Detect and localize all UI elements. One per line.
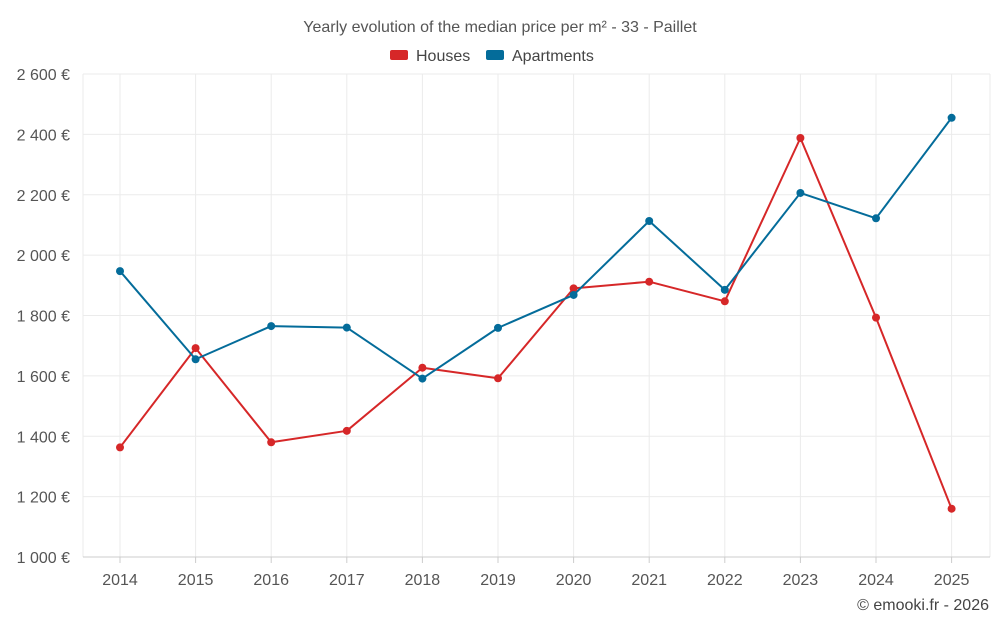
legend-swatch [390, 50, 408, 60]
houses-point[interactable] [191, 344, 200, 353]
x-tick-label: 2015 [178, 572, 214, 589]
houses-point[interactable] [872, 313, 880, 322]
houses-point[interactable] [116, 443, 124, 452]
x-tick-label: 2024 [858, 572, 894, 589]
x-tick-label: 2021 [631, 572, 667, 589]
y-tick-label: 1 400 € [17, 429, 70, 446]
houses-point[interactable] [947, 504, 956, 513]
apartments-point[interactable] [267, 322, 276, 331]
series-apartments [116, 113, 956, 383]
y-tick-label: 2 000 € [17, 248, 70, 265]
houses-point[interactable] [342, 426, 351, 435]
x-tick-label: 2023 [783, 572, 819, 589]
x-axis [83, 556, 990, 563]
houses-point[interactable] [418, 363, 427, 372]
apartments-point[interactable] [342, 323, 351, 332]
y-gridlines [83, 73, 990, 558]
apartments-point[interactable] [796, 188, 805, 197]
series-layer [116, 113, 956, 513]
x-tick-label: 2016 [253, 572, 289, 589]
apartments-line [119, 117, 953, 380]
x-gridlines [82, 74, 991, 557]
apartments-point[interactable] [569, 290, 578, 299]
x-tick-label: 2022 [707, 572, 743, 589]
legend-label: Houses [416, 48, 470, 65]
y-tick-label: 1 000 € [17, 550, 70, 567]
legend-label: Apartments [512, 48, 594, 65]
y-axis-labels: 1 000 € 1 200 € 1 400 € 1 600 € 1 800 € 2 000… [17, 67, 70, 567]
x-tick-label: 2014 [102, 572, 138, 589]
apartments-point[interactable] [494, 323, 502, 332]
x-tick-label: 2020 [556, 572, 592, 589]
houses-point[interactable] [720, 297, 729, 306]
y-tick-label: 1 800 € [17, 309, 70, 326]
houses-point[interactable] [796, 133, 805, 142]
apartments-point[interactable] [645, 217, 654, 226]
houses-point[interactable] [494, 374, 502, 383]
apartments-point[interactable] [872, 214, 880, 223]
houses-line [119, 136, 953, 510]
houses-point[interactable] [645, 277, 654, 286]
x-axis-labels: 2014 2015 2016 2017 2018 2019 2020 2021 2022 2023… [102, 572, 969, 589]
x-tick-label: 2018 [405, 572, 441, 589]
apartments-point[interactable] [418, 374, 427, 383]
x-tick-label: 2019 [480, 572, 516, 589]
y-tick-label: 2 400 € [17, 127, 70, 144]
chart-title: Yearly evolution of the median price per… [303, 19, 697, 36]
houses-point[interactable] [267, 438, 276, 447]
y-tick-label: 2 200 € [17, 188, 70, 205]
apartments-point[interactable] [720, 285, 729, 294]
legend-item-houses[interactable]: Houses [390, 48, 470, 65]
credit-text: © emooki.fr - 2026 [857, 597, 989, 614]
x-tick-label: 2017 [329, 572, 365, 589]
y-tick-label: 1 200 € [17, 490, 70, 507]
x-tick-label: 2025 [934, 572, 970, 589]
series-houses [116, 133, 956, 513]
legend-swatch [486, 50, 504, 60]
y-tick-label: 2 600 € [17, 67, 70, 84]
apartments-point[interactable] [116, 267, 124, 276]
apartments-point[interactable] [947, 113, 956, 122]
y-tick-label: 1 600 € [17, 369, 70, 386]
houses-point[interactable] [569, 284, 578, 293]
legend[interactable]: Houses Apartments [390, 48, 594, 65]
apartments-point[interactable] [191, 355, 200, 364]
legend-item-apartments[interactable]: Apartments [486, 48, 594, 65]
